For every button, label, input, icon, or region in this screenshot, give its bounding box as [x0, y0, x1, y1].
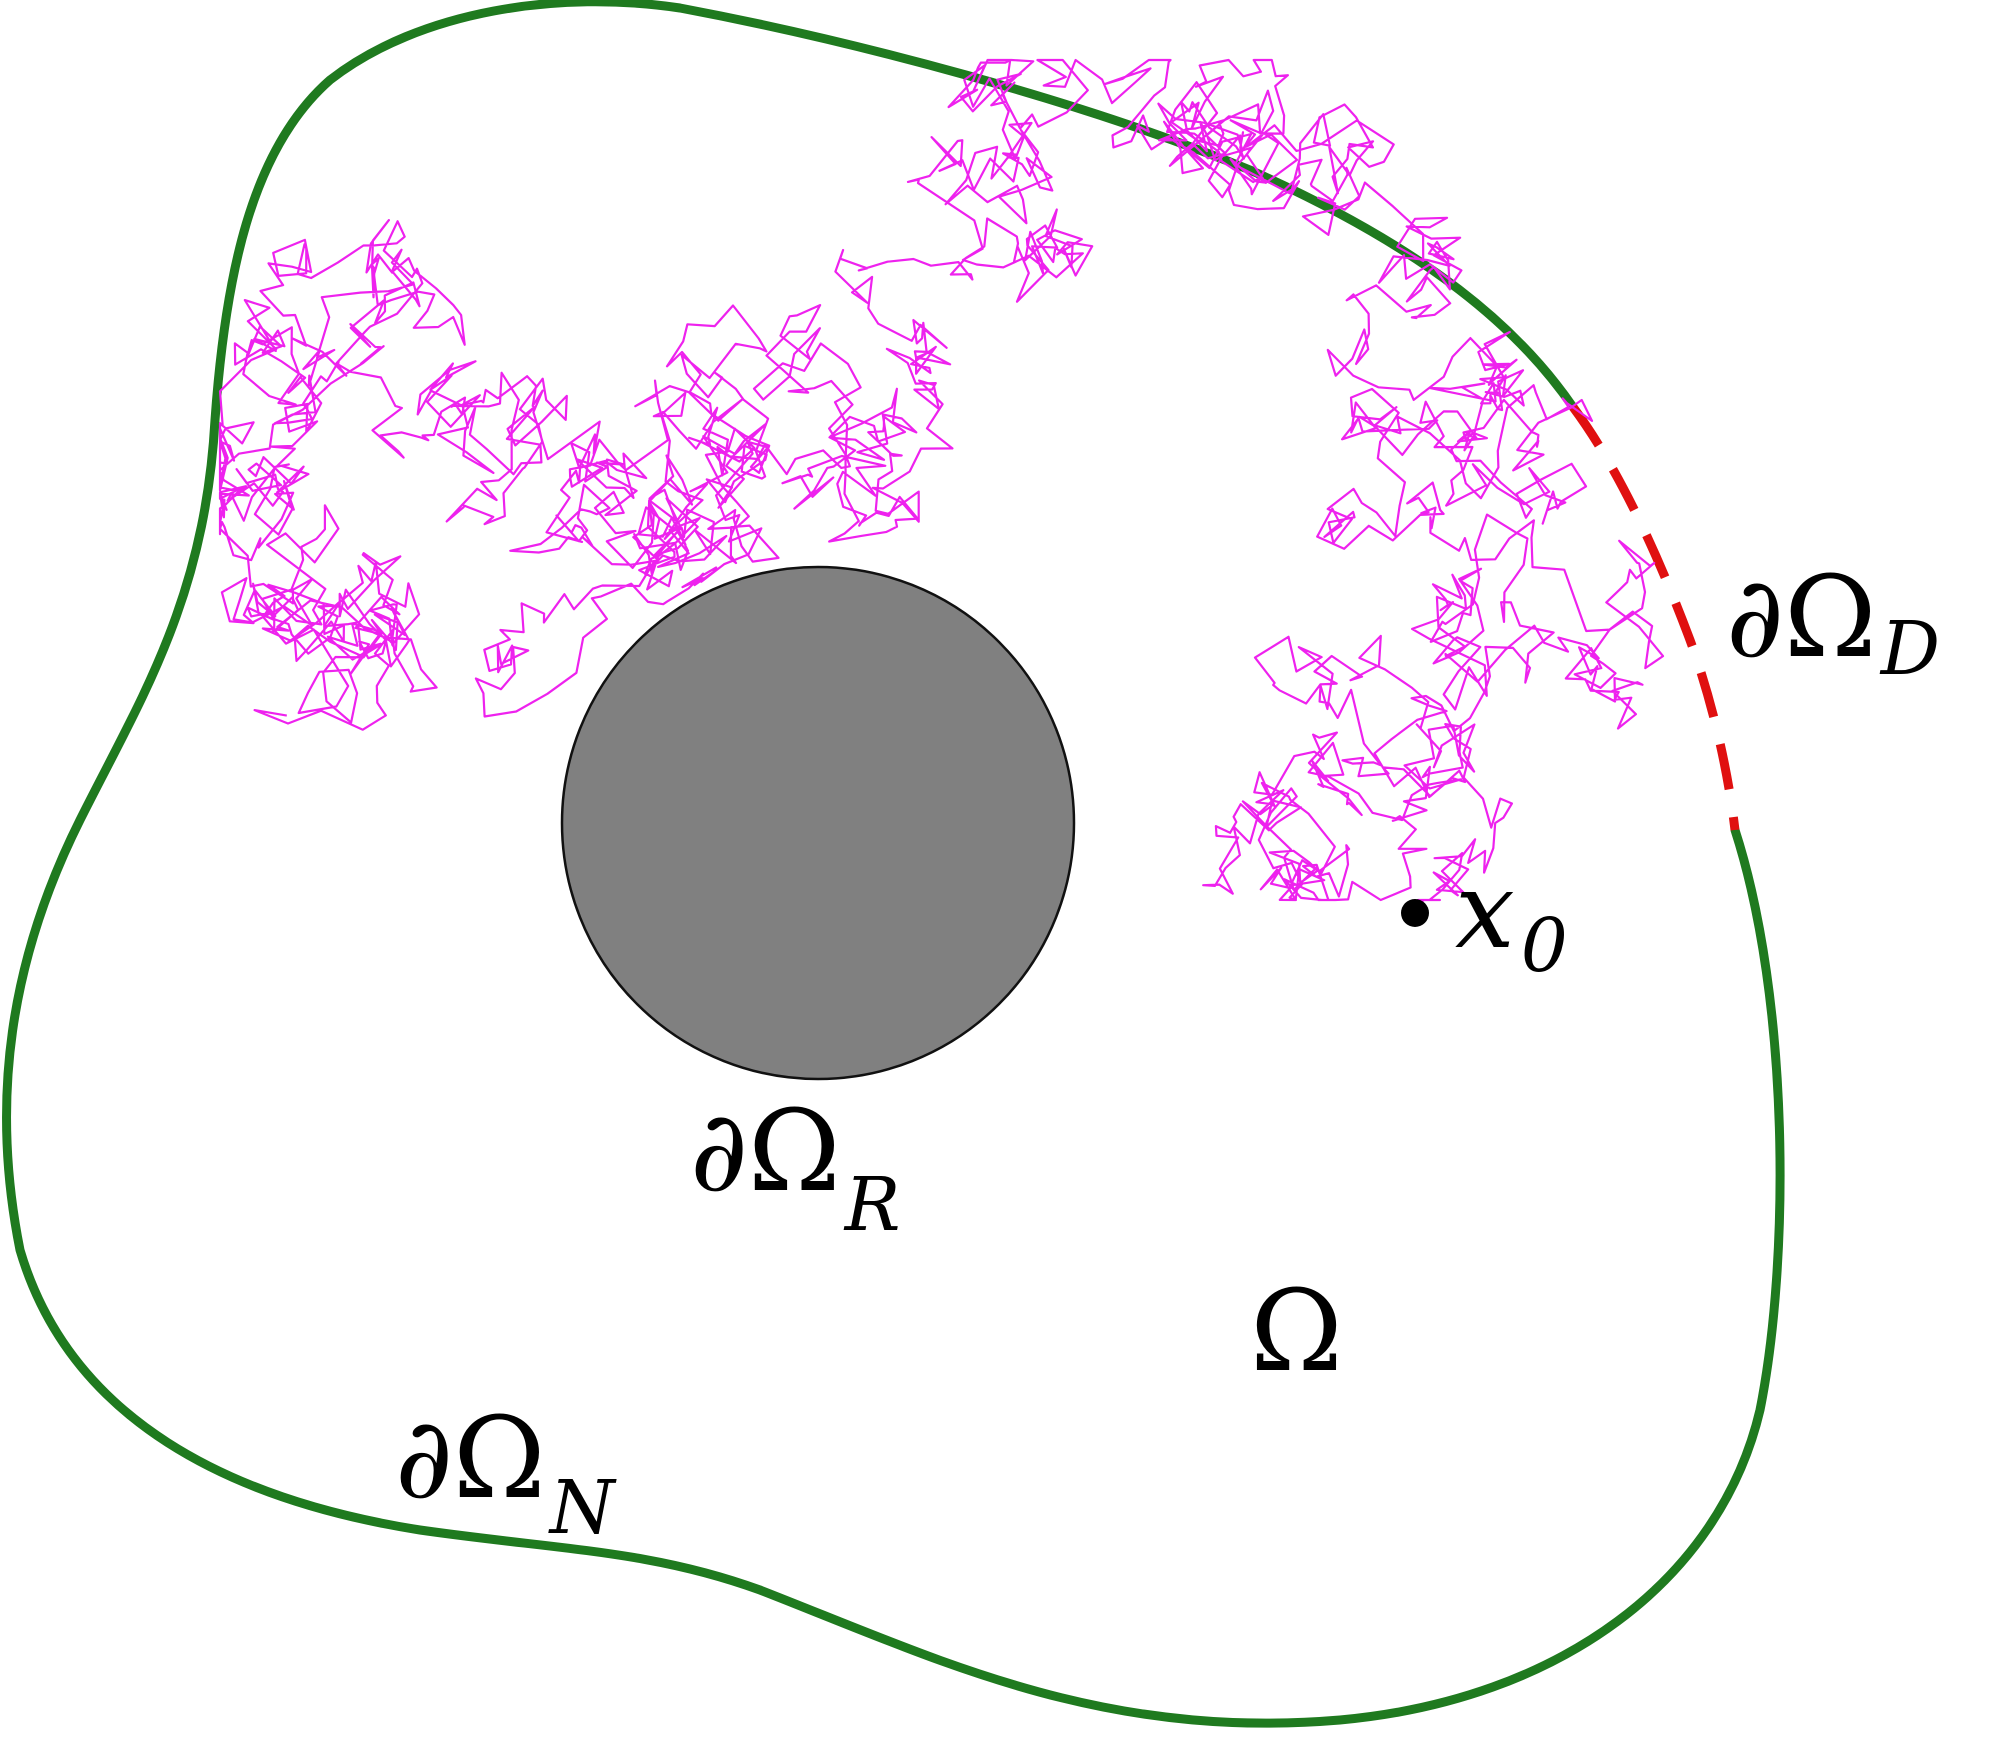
- reflecting-obstacle-disk: [560, 565, 1076, 1081]
- label-neumann-main: ∂Ω: [395, 1394, 546, 1524]
- label-dirichlet-boundary: ∂ΩD: [1726, 553, 1940, 692]
- label-reflecting-main: ∂Ω: [690, 1087, 841, 1217]
- label-dirichlet-main: ∂Ω: [1726, 553, 1877, 683]
- dirichlet-boundary: [1569, 404, 1740, 831]
- label-start-point: x0: [1455, 849, 1568, 989]
- start-point-dot-icon: [1401, 899, 1429, 927]
- label-reflecting-boundary: ∂ΩR: [690, 1087, 901, 1248]
- label-dirichlet-sub: D: [1879, 606, 1940, 692]
- label-start-main: x: [1455, 849, 1515, 972]
- label-neumann-boundary: ∂ΩN: [395, 1394, 617, 1551]
- label-neumann-sub: N: [548, 1465, 617, 1551]
- neumann-boundary: [2, 0, 1785, 1728]
- label-reflecting-sub: R: [843, 1162, 901, 1248]
- brownian-trajectory: [218, 58, 1665, 914]
- label-start-sub: 0: [1521, 903, 1568, 989]
- label-domain: Ω: [1250, 1267, 1343, 1397]
